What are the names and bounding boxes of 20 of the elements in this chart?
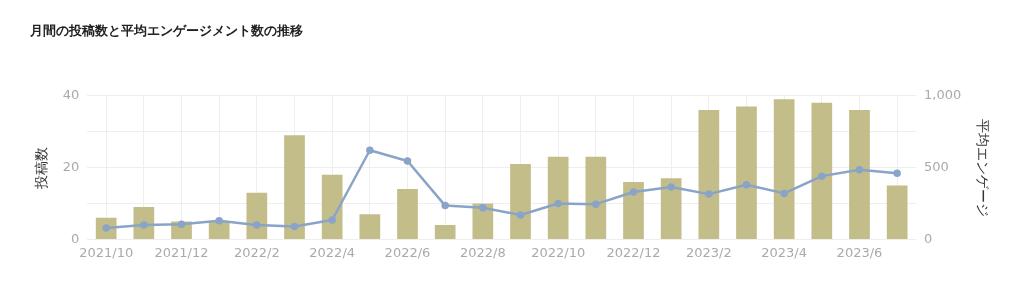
y2-tick-label: 500: [923, 158, 949, 174]
x-tick-label: 2023/2: [685, 244, 732, 260]
x-tick-label: 2023/4: [761, 244, 808, 260]
y2-tick-label: 0: [923, 230, 933, 246]
chart-title: 月間の投稿数と平均エンゲージメント数の推移: [29, 23, 303, 39]
x-tick-label: 2022/12: [606, 244, 661, 260]
y-axis-title: 投稿数: [33, 146, 50, 190]
x-tick-label: 2022/6: [384, 244, 431, 260]
x-tick-label: 2022/2: [233, 244, 280, 260]
y-tick-label: 0: [71, 230, 80, 246]
y2-axis-title: 平均エンゲージ: [974, 118, 991, 217]
x-tick-label: 2021/12: [154, 244, 209, 260]
y2-tick-label: 1,000: [923, 86, 962, 102]
x-tick-label: 2022/8: [459, 244, 506, 260]
y-tick-label: 40: [62, 86, 80, 102]
x-tick-label: 2021/10: [79, 244, 134, 260]
x-tick-label: 2022/4: [309, 244, 356, 260]
x-tick-label: 2022/10: [531, 244, 586, 260]
y-tick-label: 20: [62, 158, 80, 174]
x-tick-label: 2023/6: [836, 244, 883, 260]
